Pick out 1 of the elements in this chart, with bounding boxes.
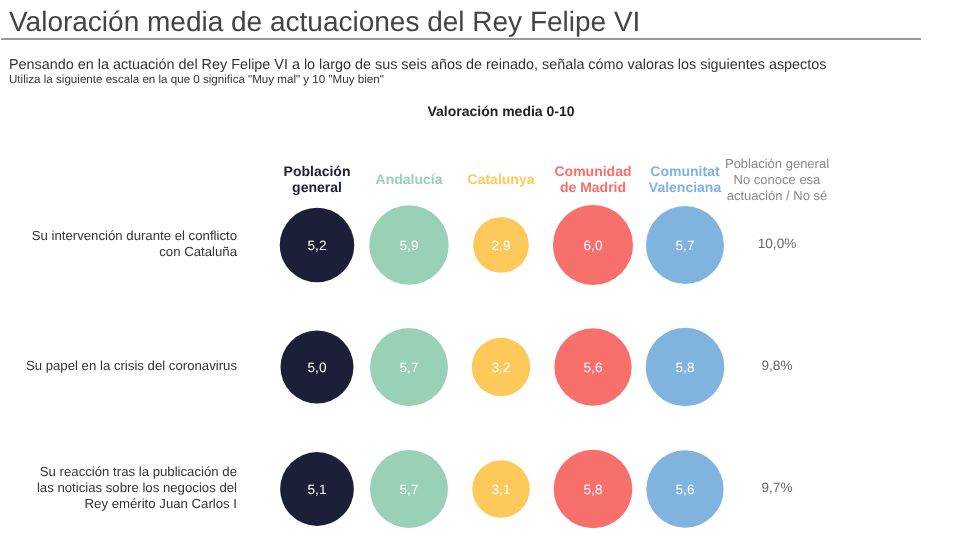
text: Valoración media de actuaciones del Rey Felipe VI [9, 5, 641, 37]
